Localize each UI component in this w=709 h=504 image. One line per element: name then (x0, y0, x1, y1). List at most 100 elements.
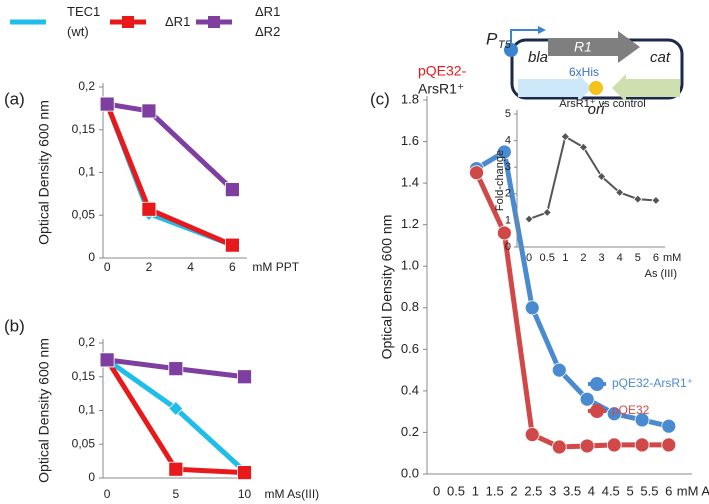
y-tick-label: 0.0 (401, 465, 419, 480)
y-tick-label: 0,15 (72, 122, 96, 136)
marker (606, 406, 622, 422)
marker (496, 225, 512, 241)
y-tick-label: 0.6 (401, 341, 419, 356)
x-tick-label: 0.5 (540, 252, 555, 264)
gene-label: R1 (574, 39, 592, 55)
x-tick-label: 1 (562, 252, 568, 264)
y-tick-label: 1.0 (401, 258, 419, 273)
marker (651, 195, 661, 206)
x-tick-label: 0 (104, 487, 111, 501)
marker (524, 300, 540, 316)
series-line (528, 135, 657, 221)
x-axis-label: mM (663, 252, 681, 264)
x-tick-label: 4 (187, 260, 194, 274)
marker (237, 465, 252, 481)
x-axis-label: As (III) (645, 268, 677, 280)
marker (224, 237, 240, 253)
x-tick-label: 0 (433, 483, 440, 498)
x-tick-label: 2 (510, 483, 517, 498)
legend-marker (590, 377, 604, 391)
y-axis-label: Fold-change (494, 150, 506, 211)
marker (542, 207, 552, 217)
x-tick-label: 1 (472, 483, 479, 498)
marker (615, 187, 625, 198)
plasmid-diagram: P T5 R1 6xHis bla cat ori pQE32- ArsR1⁺ (418, 26, 684, 118)
marker (168, 461, 184, 477)
marker (633, 194, 643, 204)
y-tick-label: 0.8 (401, 299, 419, 314)
y-tick-label: 1.2 (401, 216, 419, 231)
legend-label: pQE32 (612, 403, 650, 417)
tag-label: 6xHis (569, 65, 599, 79)
y-tick-label: 0,1 (78, 165, 95, 179)
x-axis-label: mM As(III) (265, 487, 320, 501)
x-tick-label: 6 (229, 260, 236, 274)
marker (551, 439, 567, 455)
y-tick-label: 2 (505, 188, 511, 200)
marker (579, 391, 595, 407)
x-axis-label: mM As (III) (677, 483, 709, 498)
bla-label: bla (528, 49, 548, 66)
y-tick-label: 0 (505, 241, 511, 253)
y-tick-label: 0,15 (72, 369, 96, 383)
y-tick-label: 1.4 (401, 175, 419, 190)
y-tick-label: 4 (505, 135, 511, 147)
y-axis-label: Optical Density 600 nm (36, 100, 52, 245)
marker (496, 144, 512, 160)
marker (661, 437, 677, 453)
marker (578, 142, 589, 152)
marker (596, 171, 607, 182)
marker (99, 96, 115, 112)
marker (606, 437, 622, 453)
x-tick-label: 3 (599, 252, 605, 264)
promoter: P (486, 29, 498, 48)
marker (168, 400, 184, 417)
panel-label: (b) (4, 316, 25, 335)
x-tick-label: 6 (665, 483, 672, 498)
inset-title: ArsR1⁺ vs control (559, 98, 646, 110)
legend-marker (590, 404, 604, 418)
y-tick-label: 0,05 (72, 436, 96, 450)
y-tick-label: 0,2 (78, 335, 95, 349)
promoter-sub: T5 (498, 39, 512, 51)
x-tick-label: 1.5 (486, 483, 504, 498)
y-tick-label: 5 (505, 108, 511, 120)
marker (634, 412, 650, 428)
x-tick-label: 0 (526, 252, 532, 264)
legend-label: pQE32-ArsR1⁺ (612, 376, 693, 390)
legend-marker (208, 16, 220, 28)
y-tick-label: 0,2 (78, 79, 95, 93)
cat-label: cat (650, 49, 671, 66)
panel-label: (c) (370, 89, 390, 108)
x-tick-label: 3.5 (563, 483, 581, 498)
panel-label: (a) (4, 89, 25, 108)
marker (469, 165, 484, 181)
marker (551, 362, 567, 378)
y-tick-label: 0.4 (401, 382, 419, 397)
y-tick-label: 3 (505, 161, 511, 173)
y-tick-label: 0 (88, 250, 95, 264)
x-tick-label: 2 (146, 260, 153, 274)
ori-label: ori (588, 101, 605, 118)
x-tick-label: 10 (238, 487, 252, 501)
y-tick-label: 1 (505, 214, 511, 226)
marker (141, 201, 157, 217)
legend-label: ΔR1 ΔR2 (255, 4, 281, 39)
x-tick-label: 6 (653, 252, 659, 264)
y-tick-label: 1.8 (401, 91, 419, 106)
marker (634, 437, 650, 453)
plasmid-name: pQE32- (418, 63, 467, 79)
y-axis-label: Optical Density 600 nm (36, 338, 52, 483)
y-tick-label: 1.6 (401, 133, 419, 148)
x-tick-label: 3 (549, 483, 556, 498)
x-axis-label: mM PPT (252, 260, 299, 274)
marker (168, 361, 184, 377)
marker (224, 182, 240, 198)
marker (141, 103, 157, 119)
legend-marker (122, 16, 134, 28)
x-tick-label: 4.5 (602, 483, 620, 498)
y-tick-label: 0.2 (401, 424, 419, 439)
y-tick-label: 0,05 (72, 207, 96, 221)
